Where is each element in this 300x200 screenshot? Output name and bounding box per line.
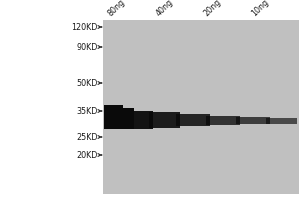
Bar (236, 117, 270, 124)
Bar (105, 108, 110, 115)
Bar (109, 109, 116, 115)
Text: 20ng: 20ng (202, 0, 223, 18)
Text: 80ng: 80ng (106, 0, 127, 18)
Bar (104, 105, 123, 129)
Text: 10ng: 10ng (250, 0, 271, 18)
Bar (113, 111, 120, 115)
Text: 40ng: 40ng (154, 0, 175, 18)
Text: 90KD: 90KD (76, 43, 98, 51)
Bar (206, 116, 240, 125)
Bar (148, 112, 180, 128)
Bar (103, 20, 298, 194)
Bar (176, 114, 210, 126)
Bar (266, 118, 297, 124)
Text: 120KD: 120KD (71, 22, 98, 31)
Text: 50KD: 50KD (76, 78, 98, 88)
Text: 25KD: 25KD (76, 132, 98, 142)
Bar (129, 111, 153, 129)
Bar (118, 108, 134, 129)
Text: 20KD: 20KD (76, 150, 98, 160)
Text: 35KD: 35KD (76, 107, 98, 116)
